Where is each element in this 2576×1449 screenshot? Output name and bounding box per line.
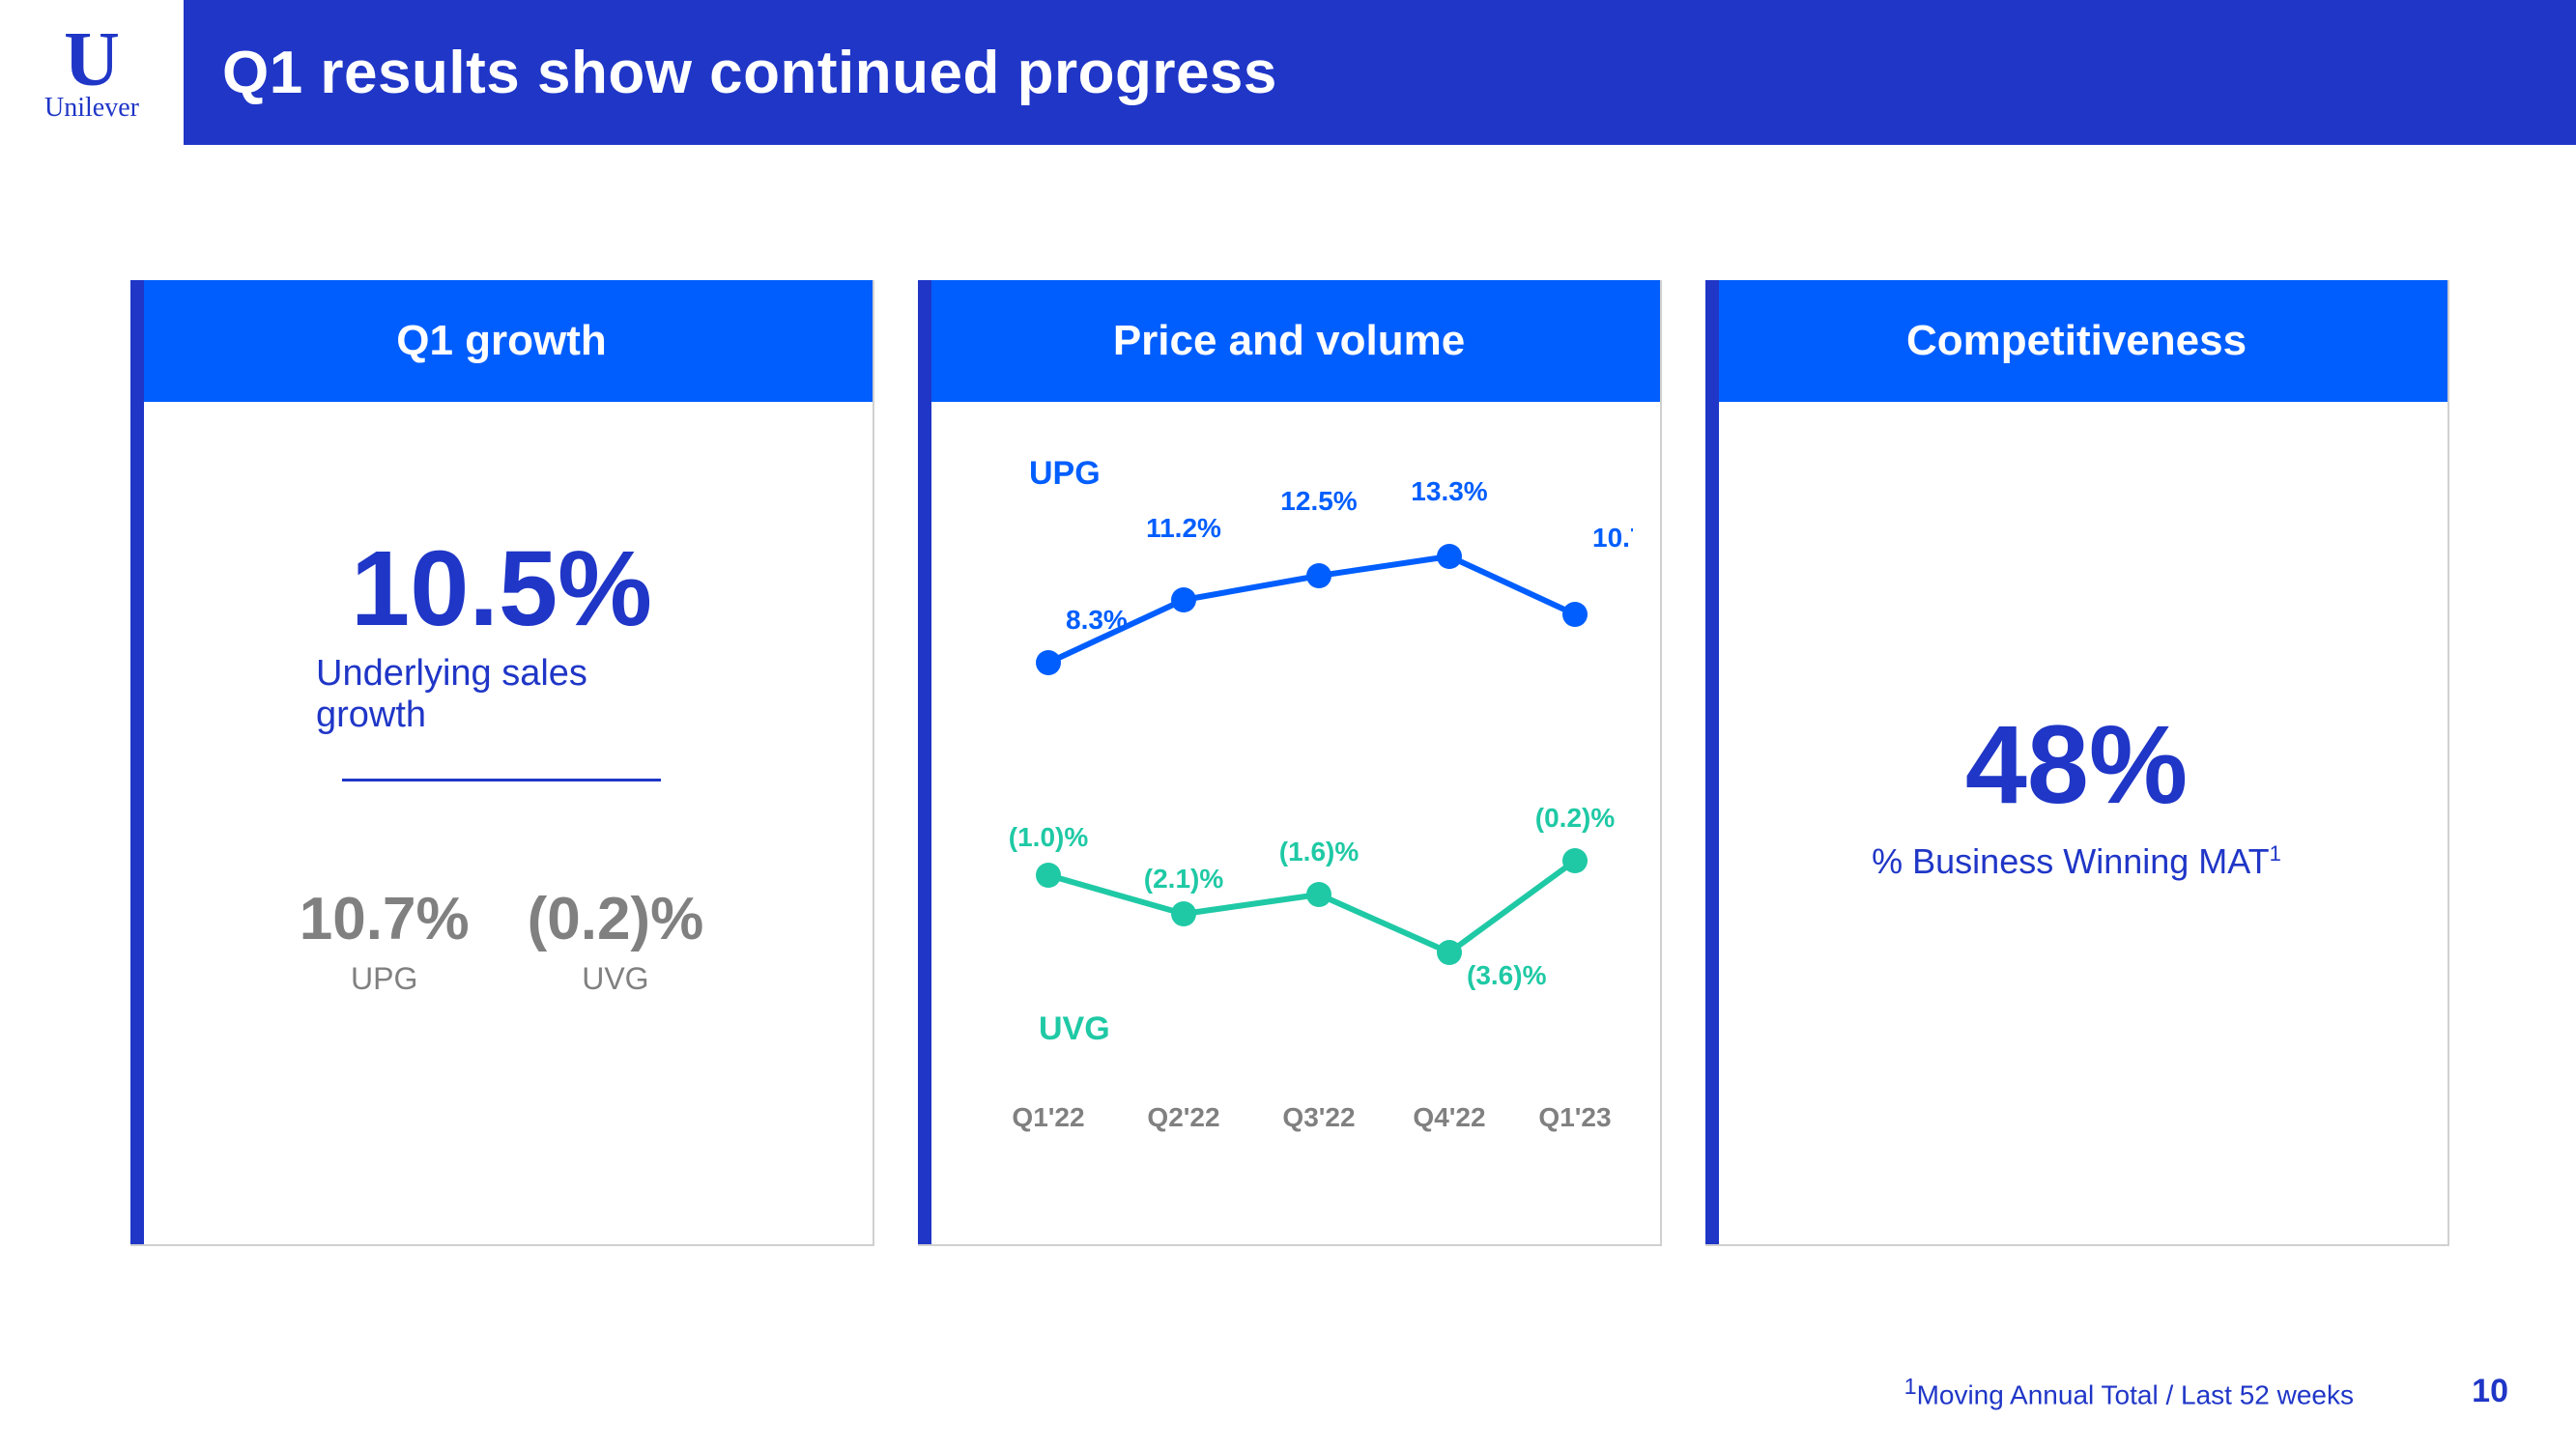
svg-text:Q1'22: Q1'22 [1012,1102,1084,1132]
competitiveness-sup: 1 [2270,841,2281,866]
growth-metrics-row: 10.7% UPG (0.2)% UVG [300,885,703,997]
card-body: 48% % Business Winning MAT1 [1705,402,2447,1246]
card-competitiveness: Competitiveness 48% % Business Winning M… [1705,280,2449,1246]
card-title: Price and volume [1113,317,1465,365]
svg-text:(3.6)%: (3.6)% [1467,960,1547,990]
svg-text:Q2'22: Q2'22 [1147,1102,1219,1132]
brand-logo-name: Unilever [44,93,139,124]
competitiveness-sub-text: % Business Winning MAT [1872,841,2269,881]
card-growth: Q1 growth 10.5% Underlying sales growth … [130,280,874,1246]
metric-label: UPG [300,961,470,997]
svg-text:(1.6)%: (1.6)% [1279,837,1360,867]
svg-text:UPG: UPG [1029,455,1101,492]
svg-text:12.5%: 12.5% [1280,486,1357,516]
svg-text:(2.1)%: (2.1)% [1144,864,1224,894]
footnote-text: Moving Annual Total / Last 52 weeks [1917,1379,2354,1409]
metric-value: 10.7% [300,885,470,953]
footnote: 1Moving Annual Total / Last 52 weeks [1904,1374,2354,1410]
metric-uvg: (0.2)% UVG [528,885,704,997]
page-title: Q1 results show continued progress [222,39,1277,107]
metric-label: UVG [528,961,704,997]
divider [342,779,661,781]
svg-text:UVG: UVG [1039,1010,1110,1047]
svg-text:(0.2)%: (0.2)% [1535,803,1616,833]
header-bar: Q1 results show continued progress [184,0,2576,145]
metric-upg: 10.7% UPG [300,885,470,997]
page-number: 10 [2472,1373,2508,1410]
svg-text:(1.0)%: (1.0)% [1009,822,1089,852]
card-body: 8.3% 11.2% 12.5% 13.3% 10.7% UPG (1.0)% (2.1)% (… [918,402,1660,1246]
card-header: Competitiveness [1705,280,2447,402]
svg-text:13.3%: 13.3% [1411,476,1487,506]
competitiveness-sub-label: % Business Winning MAT1 [1872,841,2281,882]
svg-text:8.3%: 8.3% [1066,605,1128,635]
svg-text:Q1'23: Q1'23 [1538,1102,1611,1132]
slide: U Unilever Q1 results show continued pro… [0,0,2576,1449]
card-header: Price and volume [918,280,1660,402]
svg-text:10.7%: 10.7% [1592,523,1633,553]
card-title: Competitiveness [1906,317,2247,365]
metric-value: (0.2)% [528,885,704,953]
brand-logo: U Unilever [0,0,184,145]
svg-text:Q3'22: Q3'22 [1282,1102,1355,1132]
card-price-volume: Price and volume 8.3% 11.2% 12.5% 13.3% 10.7… [918,280,1662,1246]
card-header: Q1 growth [130,280,873,402]
card-title: Q1 growth [396,317,607,365]
card-body: 10.5% Underlying sales growth 10.7% UPG … [130,402,873,1246]
svg-text:11.2%: 11.2% [1146,513,1221,543]
price-volume-chart: 8.3% 11.2% 12.5% 13.3% 10.7% UPG (1.0)% (2.1)% (… [957,440,1633,1213]
growth-big-value: 10.5% [351,527,652,650]
growth-big-label: Underlying sales growth [316,653,687,736]
brand-logo-letter: U [64,21,120,99]
svg-text:Q4'22: Q4'22 [1413,1102,1485,1132]
footnote-sup: 1 [1904,1374,1917,1399]
competitiveness-big-value: 48% [1965,701,2188,829]
card-row: Q1 growth 10.5% Underlying sales growth … [130,280,2449,1246]
